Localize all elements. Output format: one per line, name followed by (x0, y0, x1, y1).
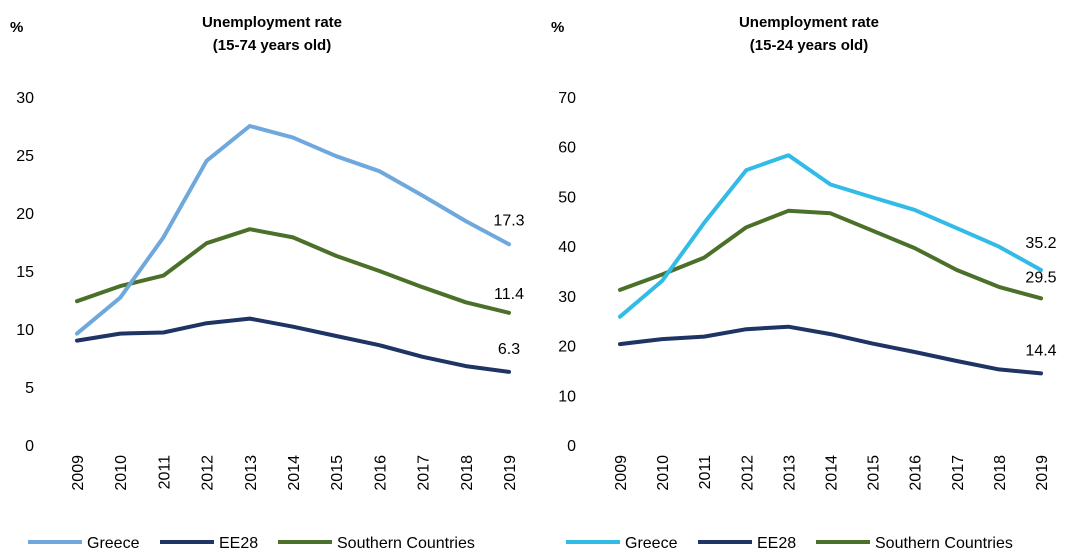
x-tick-label: 2014 (286, 455, 303, 491)
x-tick-label: 2010 (655, 455, 672, 491)
y-tick-label: 0 (25, 438, 34, 455)
chart-subtitle: (15-24 years old) (750, 37, 868, 54)
chart-title: Unemployment rate (739, 14, 879, 31)
x-tick-label: 2015 (866, 455, 883, 491)
y-tick-label: 10 (558, 388, 576, 405)
legend-entry: EE28 (219, 535, 258, 552)
y-tick-label: 0 (567, 438, 576, 455)
x-tick-label: 2009 (70, 455, 87, 491)
y-tick-label: 20 (558, 339, 576, 356)
y-tick-label: 5 (25, 380, 34, 397)
x-tick-label: 2012 (739, 455, 756, 491)
x-tick-label: 2010 (113, 455, 130, 491)
series-line-greece (618, 153, 1043, 319)
legend-entry: Southern Countries (875, 535, 1013, 552)
x-tick-label: 2016 (908, 455, 925, 491)
legend-entry: Southern Countries (337, 535, 475, 552)
y-tick-label: 10 (16, 322, 34, 339)
legend-entry: Greece (625, 535, 678, 552)
x-tick-label: 2018 (992, 455, 1009, 491)
data-label: 11.4 (494, 286, 524, 303)
data-label: 35.2 (1025, 235, 1056, 252)
chart-subtitle: (15-74 years old) (213, 37, 331, 54)
y-tick-label: 50 (558, 189, 576, 206)
chart-panel-2: % Unemployment rate (15-24 years old) 0 10 20… (551, 14, 1057, 552)
y-tick-label: 70 (558, 90, 576, 107)
x-tick-label: 2011 (697, 455, 714, 490)
x-tick-label: 2017 (950, 455, 967, 491)
y-tick-label: 20 (16, 206, 34, 223)
data-label: 17.3 (493, 212, 524, 229)
series-line-southern-countries (75, 227, 511, 315)
x-tick-label: 2016 (372, 455, 389, 491)
y-axis-unit: % (10, 19, 23, 36)
y-tick-label: 30 (16, 90, 34, 107)
x-tick-label: 2013 (243, 455, 260, 491)
y-tick-label: 30 (558, 289, 576, 306)
y-tick-label: 40 (558, 239, 576, 256)
chart-panel-1: % Unemployment rate (15-74 years old) 0 5 10 1… (10, 14, 525, 552)
series-line-greece (75, 124, 511, 336)
legend-entry: EE28 (757, 535, 796, 552)
x-tick-label: 2011 (156, 455, 173, 490)
x-tick-label: 2012 (200, 455, 217, 491)
x-tick-label: 2013 (781, 455, 798, 491)
chart-title: Unemployment rate (202, 14, 342, 31)
series-line-ee28 (618, 324, 1043, 376)
series-line-southern-countries (618, 208, 1043, 301)
y-tick-label: 60 (558, 140, 576, 157)
x-tick-label: 2009 (613, 455, 630, 491)
y-tick-label: 25 (16, 148, 34, 165)
legend: Greece EE28 Southern Countries (28, 535, 475, 552)
series-line-ee28 (75, 316, 511, 374)
x-tick-label: 2017 (416, 455, 433, 491)
x-tick-label: 2015 (329, 455, 346, 491)
data-label: 6.3 (498, 341, 520, 358)
x-tick-label: 2014 (824, 455, 841, 491)
x-tick-label: 2018 (459, 455, 476, 491)
data-label: 29.5 (1025, 269, 1056, 286)
legend-entry: Greece (87, 535, 140, 552)
x-tick-label: 2019 (502, 455, 519, 491)
y-tick-label: 15 (16, 264, 34, 281)
y-axis-unit: % (551, 19, 564, 36)
legend: Greece EE28 Southern Countries (566, 535, 1013, 552)
x-tick-label: 2019 (1034, 455, 1051, 491)
data-label: 14.4 (1025, 342, 1056, 359)
